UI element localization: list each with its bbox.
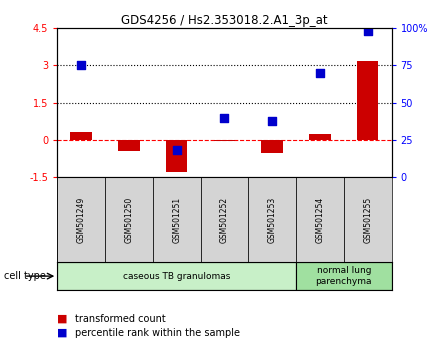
Point bbox=[221, 115, 228, 120]
Bar bbox=[105, 177, 153, 262]
Bar bbox=[296, 262, 392, 290]
Point bbox=[364, 28, 371, 34]
Text: GSM501250: GSM501250 bbox=[125, 196, 133, 242]
Point bbox=[77, 63, 84, 68]
Bar bbox=[70, 132, 92, 140]
Text: GSM501253: GSM501253 bbox=[268, 196, 277, 242]
Title: GDS4256 / Hs2.353018.2.A1_3p_at: GDS4256 / Hs2.353018.2.A1_3p_at bbox=[121, 14, 328, 27]
Bar bbox=[261, 140, 283, 153]
Text: GSM501252: GSM501252 bbox=[220, 196, 229, 242]
Bar bbox=[309, 133, 331, 140]
Bar bbox=[248, 177, 296, 262]
Bar bbox=[57, 177, 105, 262]
Text: transformed count: transformed count bbox=[75, 314, 165, 324]
Text: percentile rank within the sample: percentile rank within the sample bbox=[75, 328, 240, 338]
Bar bbox=[344, 177, 392, 262]
Text: ■: ■ bbox=[57, 328, 68, 338]
Point bbox=[316, 70, 323, 76]
Text: cell type: cell type bbox=[4, 271, 46, 281]
Text: GSM501249: GSM501249 bbox=[77, 196, 86, 242]
Text: GSM501255: GSM501255 bbox=[363, 196, 372, 242]
Bar bbox=[153, 177, 201, 262]
Text: GSM501251: GSM501251 bbox=[172, 196, 181, 242]
Point bbox=[269, 118, 276, 124]
Point bbox=[173, 147, 180, 153]
Bar bbox=[166, 140, 187, 172]
Text: caseous TB granulomas: caseous TB granulomas bbox=[123, 272, 230, 281]
Bar bbox=[214, 140, 235, 141]
Text: ■: ■ bbox=[57, 314, 68, 324]
Text: GSM501254: GSM501254 bbox=[315, 196, 324, 242]
Text: normal lung
parenchyma: normal lung parenchyma bbox=[315, 267, 372, 286]
Bar bbox=[118, 140, 139, 151]
Bar bbox=[57, 262, 296, 290]
Bar bbox=[201, 177, 248, 262]
Bar bbox=[296, 177, 344, 262]
Bar bbox=[357, 61, 378, 140]
